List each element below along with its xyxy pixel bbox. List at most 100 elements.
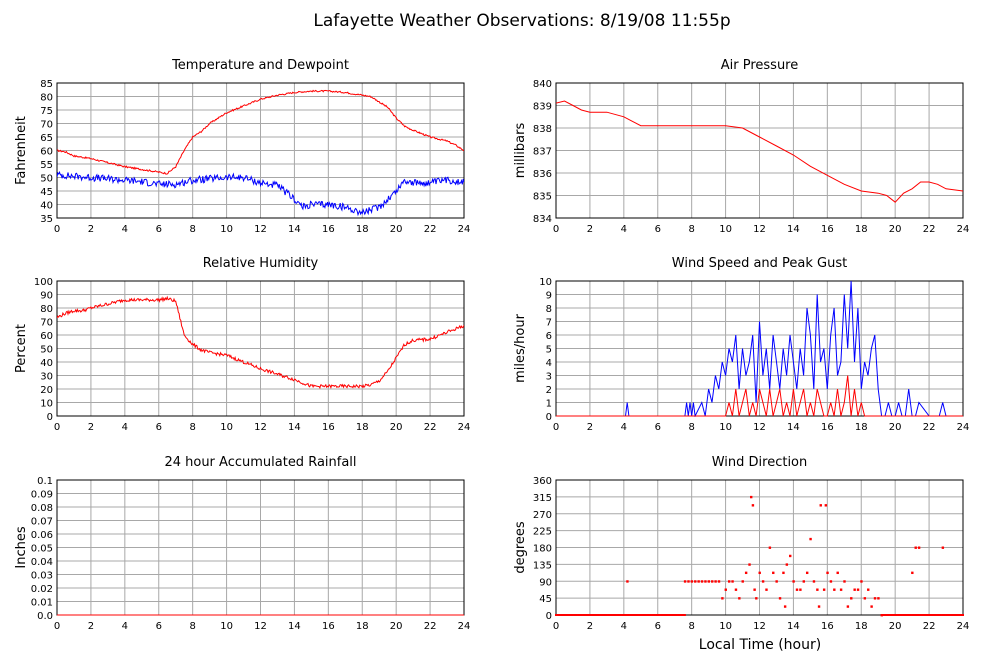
data-point — [680, 614, 683, 616]
data-point — [817, 605, 821, 608]
y-axis-label: degrees — [513, 521, 528, 574]
x-tick-label: 16 — [322, 621, 335, 632]
data-point — [958, 614, 961, 616]
x-tick-label: 12 — [753, 621, 766, 632]
data-point — [948, 614, 951, 616]
y-axis-label: miles/hour — [513, 313, 528, 382]
data-point — [819, 504, 822, 507]
y-tick-label: 30 — [40, 372, 53, 383]
data-point — [556, 614, 559, 616]
y-tick-label: 90 — [539, 577, 552, 588]
y-tick-label: 0 — [546, 412, 552, 423]
data-point — [782, 571, 785, 575]
y-tick-label: 35 — [40, 214, 53, 225]
x-tick-label: 22 — [424, 621, 437, 632]
y-tick-label: 10 — [40, 399, 53, 410]
data-point — [690, 580, 694, 583]
data-point — [661, 614, 664, 616]
data-point — [902, 614, 905, 616]
x-tick-label: 24 — [957, 422, 970, 433]
y-tick-label: 6 — [546, 331, 552, 342]
data-point — [622, 614, 625, 616]
x-tick-label: 10 — [719, 224, 732, 235]
data-point — [656, 614, 659, 616]
data-point — [700, 580, 704, 583]
page-title: Lafayette Weather Observations: 8/19/08 … — [313, 11, 730, 31]
y-tick-label: 20 — [40, 385, 53, 396]
data-point — [600, 614, 603, 616]
data-point — [911, 571, 914, 575]
y-tick-label: 0.07 — [31, 517, 53, 528]
data-point — [648, 614, 651, 616]
x-tick-label: 8 — [688, 422, 694, 433]
data-point — [607, 614, 610, 616]
data-point — [941, 614, 944, 616]
x-tick-label: 14 — [288, 422, 301, 433]
data-point — [826, 571, 829, 575]
data-point — [856, 588, 860, 591]
data-point — [919, 614, 922, 616]
x-tick-label: 6 — [655, 422, 661, 433]
x-tick-label: 16 — [322, 422, 335, 433]
x-tick-label: 10 — [220, 422, 233, 433]
x-tick-label: 18 — [356, 224, 369, 235]
data-point — [644, 614, 647, 616]
y-axis-label: millibars — [513, 123, 528, 179]
y-tick-label: 225 — [533, 527, 552, 538]
y-tick-label: 0.0 — [37, 611, 53, 622]
data-point — [724, 588, 727, 591]
x-tick-label: 12 — [254, 422, 267, 433]
y-tick-label: 2 — [546, 385, 552, 396]
data-point — [938, 614, 941, 616]
data-point — [873, 597, 877, 600]
data-point — [795, 588, 799, 591]
x-tick-label: 8 — [189, 422, 195, 433]
data-point — [783, 605, 787, 608]
data-point — [761, 580, 765, 583]
data-point — [599, 614, 602, 616]
data-point — [906, 614, 909, 616]
data-point — [624, 614, 627, 616]
data-point — [660, 614, 663, 616]
data-point — [707, 580, 711, 583]
y-tick-label: 8 — [546, 304, 552, 315]
data-point — [744, 571, 748, 575]
data-point — [889, 614, 892, 616]
data-point — [578, 614, 581, 616]
x-tick-label: 6 — [156, 224, 162, 235]
y-tick-label: 60 — [40, 147, 53, 158]
data-point — [850, 597, 853, 600]
x-tick-label: 24 — [458, 422, 471, 433]
x-tick-label: 6 — [655, 621, 661, 632]
data-point — [602, 614, 605, 616]
data-point — [610, 614, 613, 616]
chart-title: Temperature and Dewpoint — [171, 58, 349, 73]
data-point — [853, 588, 856, 591]
y-tick-label: 80 — [40, 93, 53, 104]
x-tick-label: 4 — [621, 422, 627, 433]
data-point — [956, 614, 959, 616]
plot-frame — [555, 82, 964, 219]
data-point — [595, 614, 598, 616]
data-point — [683, 614, 686, 616]
data-point — [621, 614, 624, 616]
y-tick-label: 834 — [533, 214, 552, 225]
data-point — [789, 554, 792, 558]
data-point — [646, 614, 649, 616]
data-point — [653, 614, 656, 616]
data-point — [560, 614, 563, 616]
data-point — [900, 614, 903, 616]
data-point — [911, 614, 914, 616]
y-tick-label: 60 — [40, 331, 53, 342]
x-tick-label: 0 — [553, 224, 559, 235]
data-point — [649, 614, 652, 616]
x-tick-label: 22 — [923, 621, 936, 632]
data-point — [863, 597, 867, 600]
data-point — [839, 588, 843, 591]
data-point — [619, 614, 622, 616]
data-point — [683, 580, 687, 583]
y-tick-label: 180 — [533, 544, 552, 555]
data-point — [939, 614, 942, 616]
